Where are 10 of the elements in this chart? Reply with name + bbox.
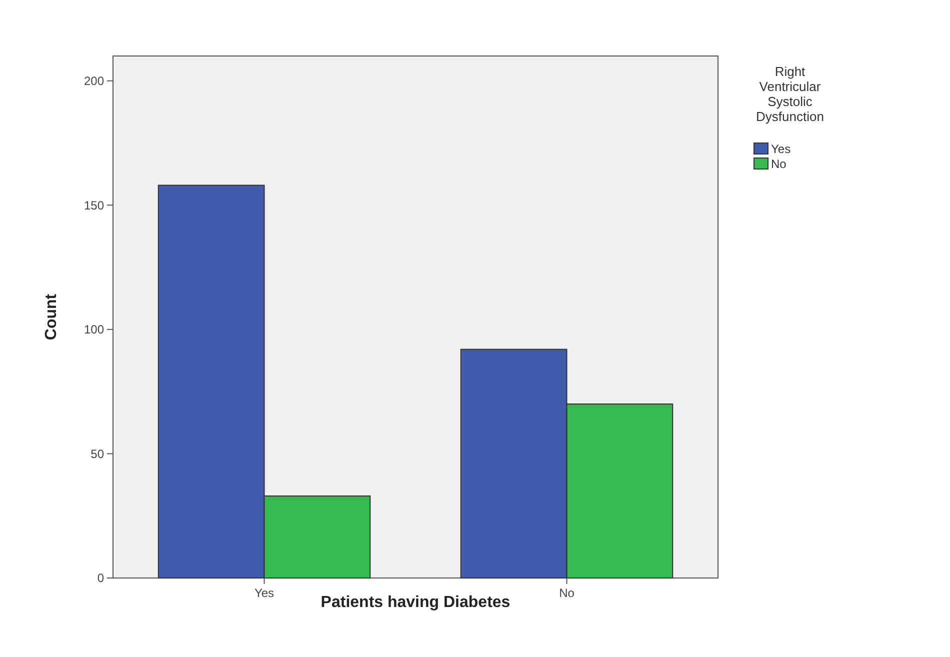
y-tick-label: 100 xyxy=(84,322,104,337)
y-tick-label: 0 xyxy=(97,571,104,586)
x-axis-title: Patients having Diabetes xyxy=(320,594,510,611)
y-tick-label: 50 xyxy=(90,446,104,461)
y-tick-label: 200 xyxy=(84,74,104,88)
y-axis-title: Count xyxy=(43,293,60,340)
legend-title: Right Ventricular Systolic Dysfunction xyxy=(756,64,824,124)
y-tick-label: 150 xyxy=(84,198,104,212)
legend-label: No xyxy=(771,157,787,172)
legend-label: Yes xyxy=(771,142,791,156)
